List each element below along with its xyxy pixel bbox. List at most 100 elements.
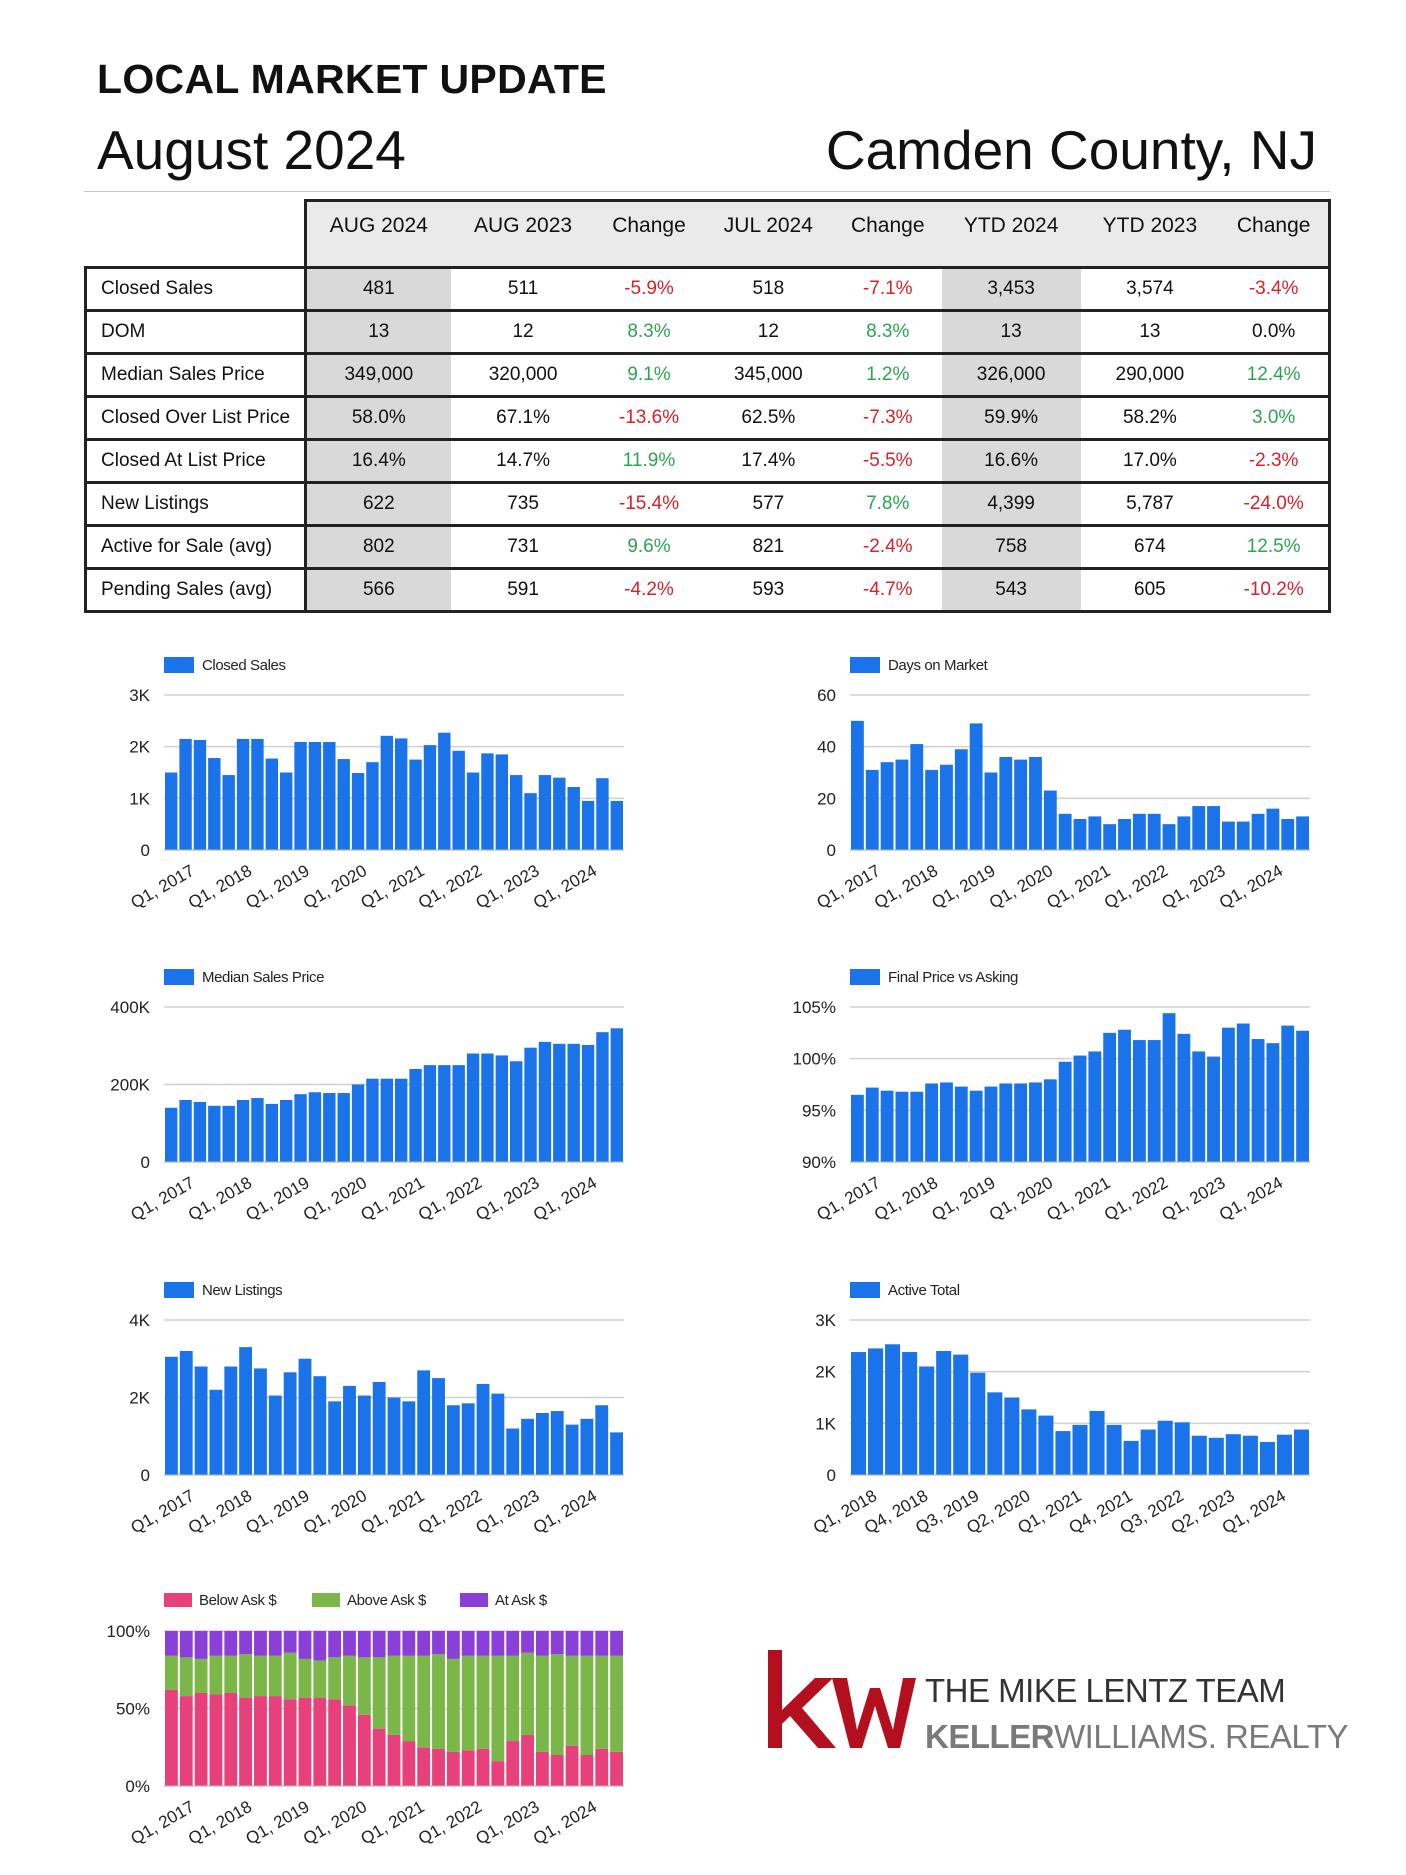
bar <box>1118 819 1131 850</box>
bar-segment <box>402 1655 416 1742</box>
bar-segment <box>610 1655 623 1752</box>
bar <box>1236 1023 1250 1162</box>
table-row: Closed At List Price 16.4% 14.7% 11.9% 17.4%… <box>84 439 1332 484</box>
table-cell: 481 <box>305 267 452 312</box>
table-row: Active for Sale (avg) 802 731 9.6% 821 -2.4% 7… <box>84 525 1332 570</box>
bar <box>208 1105 221 1162</box>
bar <box>1132 813 1146 850</box>
bar <box>936 1351 952 1475</box>
table-cell: 58.0% <box>305 396 452 441</box>
bar <box>179 1100 192 1162</box>
bar <box>222 1105 235 1162</box>
x-tick-label: Q1, 2017 <box>128 1486 198 1537</box>
bar-segment <box>209 1631 223 1656</box>
bar-segment <box>595 1748 609 1786</box>
bar-segment <box>432 1654 445 1749</box>
x-tick-label: Q1, 2019 <box>243 1797 313 1848</box>
y-tick-label: 95% <box>802 1101 836 1120</box>
bar <box>1147 1040 1161 1162</box>
bar <box>596 778 609 850</box>
table-cell: 17.4% <box>702 439 834 484</box>
bar <box>1276 1434 1292 1475</box>
bar-segment <box>313 1631 327 1661</box>
bar <box>1038 1415 1054 1475</box>
table-cell: 13 <box>1080 310 1220 355</box>
table-cell: 758 <box>941 525 1081 570</box>
kw-logo-mark <box>768 1650 916 1748</box>
legend-label: Active Total <box>888 1282 960 1299</box>
bar <box>1029 757 1042 850</box>
bar <box>481 753 494 850</box>
bar <box>596 1032 609 1162</box>
y-tick-label: 2K <box>815 1363 836 1382</box>
bar <box>1225 1434 1241 1475</box>
table-cell: 622 <box>305 482 452 527</box>
bar <box>298 1358 312 1475</box>
bar-segment <box>268 1655 282 1697</box>
bar-segment <box>432 1631 445 1655</box>
bar-segment <box>432 1748 445 1786</box>
bar <box>521 1418 534 1475</box>
table-cell: 12.5% <box>1219 525 1332 570</box>
table-row: Closed Sales 481 511 -5.9% 518 -7.1% 3,453 3,57… <box>84 267 1332 312</box>
table-cell: 326,000 <box>941 353 1081 398</box>
bar <box>1106 1424 1122 1475</box>
x-tick-label: Q1, 2020 <box>300 1797 370 1848</box>
bar <box>1147 813 1161 850</box>
bar <box>1266 1043 1280 1162</box>
bar <box>476 1383 490 1475</box>
row-label: Active for Sale (avg) <box>84 525 307 570</box>
table-cell: 11.9% <box>595 439 703 484</box>
bar <box>372 1382 386 1475</box>
bar-segment <box>521 1652 534 1735</box>
bar <box>851 1094 864 1162</box>
table-cell: 3,574 <box>1080 267 1220 312</box>
bar <box>1208 1437 1224 1475</box>
table-cell: -4.2% <box>595 568 703 613</box>
bar-segment <box>209 1694 223 1786</box>
table-cell: 14.7% <box>451 439 596 484</box>
bar <box>337 1093 350 1162</box>
bar-segment <box>283 1631 297 1653</box>
table-cell: 5,787 <box>1080 482 1220 527</box>
bar <box>987 1392 1003 1475</box>
page-title: LOCAL MARKET UPDATE <box>97 56 607 102</box>
bar <box>461 1403 475 1475</box>
table-cell: 674 <box>1080 525 1220 570</box>
bar <box>880 762 894 850</box>
legend-swatch <box>850 657 880 673</box>
bar-segment <box>328 1699 342 1786</box>
table-cell: -2.4% <box>833 525 942 570</box>
bar-segment <box>165 1655 178 1690</box>
row-label: Closed Over List Price <box>84 396 307 441</box>
x-tick-label: Q1, 2020 <box>300 861 370 912</box>
bar <box>1281 819 1295 850</box>
bar <box>1029 1082 1042 1162</box>
bar <box>1177 816 1191 850</box>
bar <box>1281 1025 1295 1162</box>
bar-segment <box>357 1631 371 1658</box>
new-listings-chart: 0 2K 4K New Listings Q1, 2017 Q1, 2018 Q1, 201… <box>84 1265 644 1555</box>
bar <box>452 750 465 850</box>
bar <box>610 1028 623 1162</box>
y-tick-label: 400K <box>110 998 150 1017</box>
bar <box>919 1366 935 1475</box>
bar <box>380 1078 393 1162</box>
bar-segment <box>254 1696 267 1786</box>
bar-segment <box>298 1697 312 1786</box>
y-tick-label: 0 <box>141 1153 150 1172</box>
legend-swatch <box>164 657 194 673</box>
row-label: New Listings <box>84 482 307 527</box>
table-row: Median Sales Price 349,000 320,000 9.1% 345,… <box>84 353 1332 398</box>
table-cell: 577 <box>702 482 834 527</box>
bar <box>567 1043 580 1162</box>
row-label: DOM <box>84 310 307 355</box>
bar <box>1259 1441 1275 1475</box>
bar <box>323 1093 336 1162</box>
y-tick-label: 50% <box>116 1700 150 1719</box>
bar <box>880 1090 894 1162</box>
table-row: DOM 13 12 8.3% 12 8.3% 13 13 0.0% <box>84 310 1332 355</box>
bar <box>1162 824 1176 850</box>
x-tick-label: Q1, 2024 <box>1216 861 1286 912</box>
bar <box>610 1432 623 1475</box>
